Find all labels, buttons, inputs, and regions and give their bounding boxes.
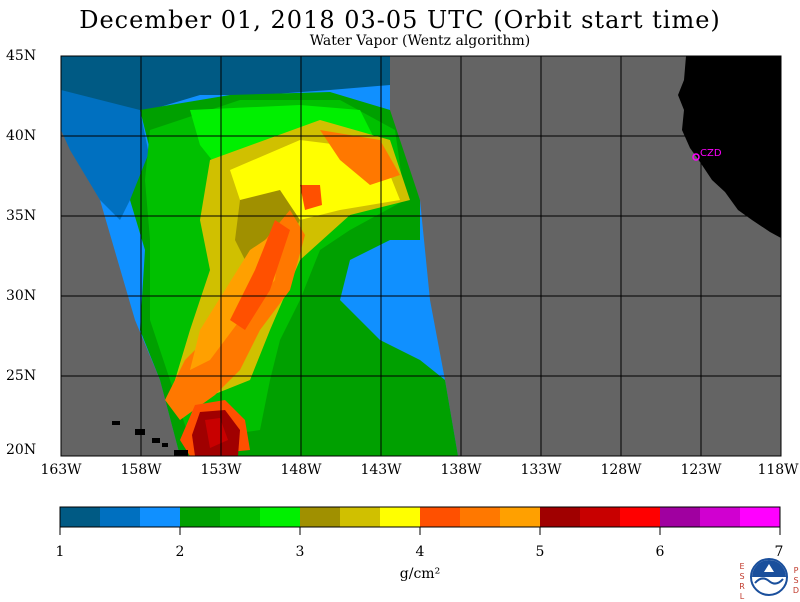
colorbar-swatch [460, 507, 501, 527]
hawaii-islands [112, 421, 188, 456]
colorbar-swatch [140, 507, 181, 527]
lat-label: 40N [6, 128, 37, 144]
colorbar-label: 7 [774, 544, 784, 560]
lon-label: 143W [360, 462, 402, 478]
lon-label: 153W [200, 462, 242, 478]
colorbar-swatch [700, 507, 741, 527]
colorbar-swatch [540, 507, 581, 527]
map-frame [60, 55, 782, 457]
lat-label: 30N [6, 288, 37, 304]
colorbar-swatch [180, 507, 221, 527]
colorbar-swatch [300, 507, 341, 527]
colorbar-label: 3 [295, 544, 305, 560]
lon-label: 133W [520, 462, 562, 478]
colorbar-swatch [220, 507, 261, 527]
lon-label: 123W [680, 462, 722, 478]
colorbar-swatch [740, 507, 781, 527]
colorbar-swatch [340, 507, 381, 527]
colorbar-swatch [60, 507, 101, 527]
lon-label: 128W [600, 462, 642, 478]
colorbar-swatch [100, 507, 141, 527]
station-marker [692, 153, 700, 161]
land-mass [678, 56, 781, 238]
colorbar-swatch [380, 507, 421, 527]
colorbar-ticks [59, 527, 781, 535]
lon-label: 158W [120, 462, 162, 478]
colorbar-label: 1 [55, 544, 65, 560]
lon-label: 118W [757, 462, 799, 478]
lat-label: 20N [6, 442, 37, 458]
page-title: December 01, 2018 03-05 UTC (Orbit start… [79, 6, 721, 34]
lon-label: 163W [40, 462, 82, 478]
colorbar-label: 5 [535, 544, 545, 560]
colorbar-swatch [260, 507, 301, 527]
colorbar-label: 2 [175, 544, 185, 560]
noaa-logo [750, 558, 788, 596]
colorbar-unit: g/cm² [399, 566, 441, 582]
colorbar-swatch [620, 507, 661, 527]
lat-label: 45N [6, 48, 37, 64]
colorbar-swatch [500, 507, 541, 527]
lat-label: 35N [6, 208, 37, 224]
colorbar-swatch [580, 507, 621, 527]
colorbar [60, 507, 781, 527]
colorbar-swatch [420, 507, 461, 527]
lon-label: 148W [280, 462, 322, 478]
lat-label: 25N [6, 368, 37, 384]
colorbar-label: 4 [415, 544, 425, 560]
map-grid [61, 56, 781, 456]
colorbar-label: 6 [655, 544, 665, 560]
station-label: CZD [700, 148, 722, 159]
water-vapor-swath [61, 56, 458, 456]
colorbar-swatch [660, 507, 701, 527]
page-subtitle: Water Vapor (Wentz algorithm) [309, 33, 531, 49]
lon-label: 138W [440, 462, 482, 478]
